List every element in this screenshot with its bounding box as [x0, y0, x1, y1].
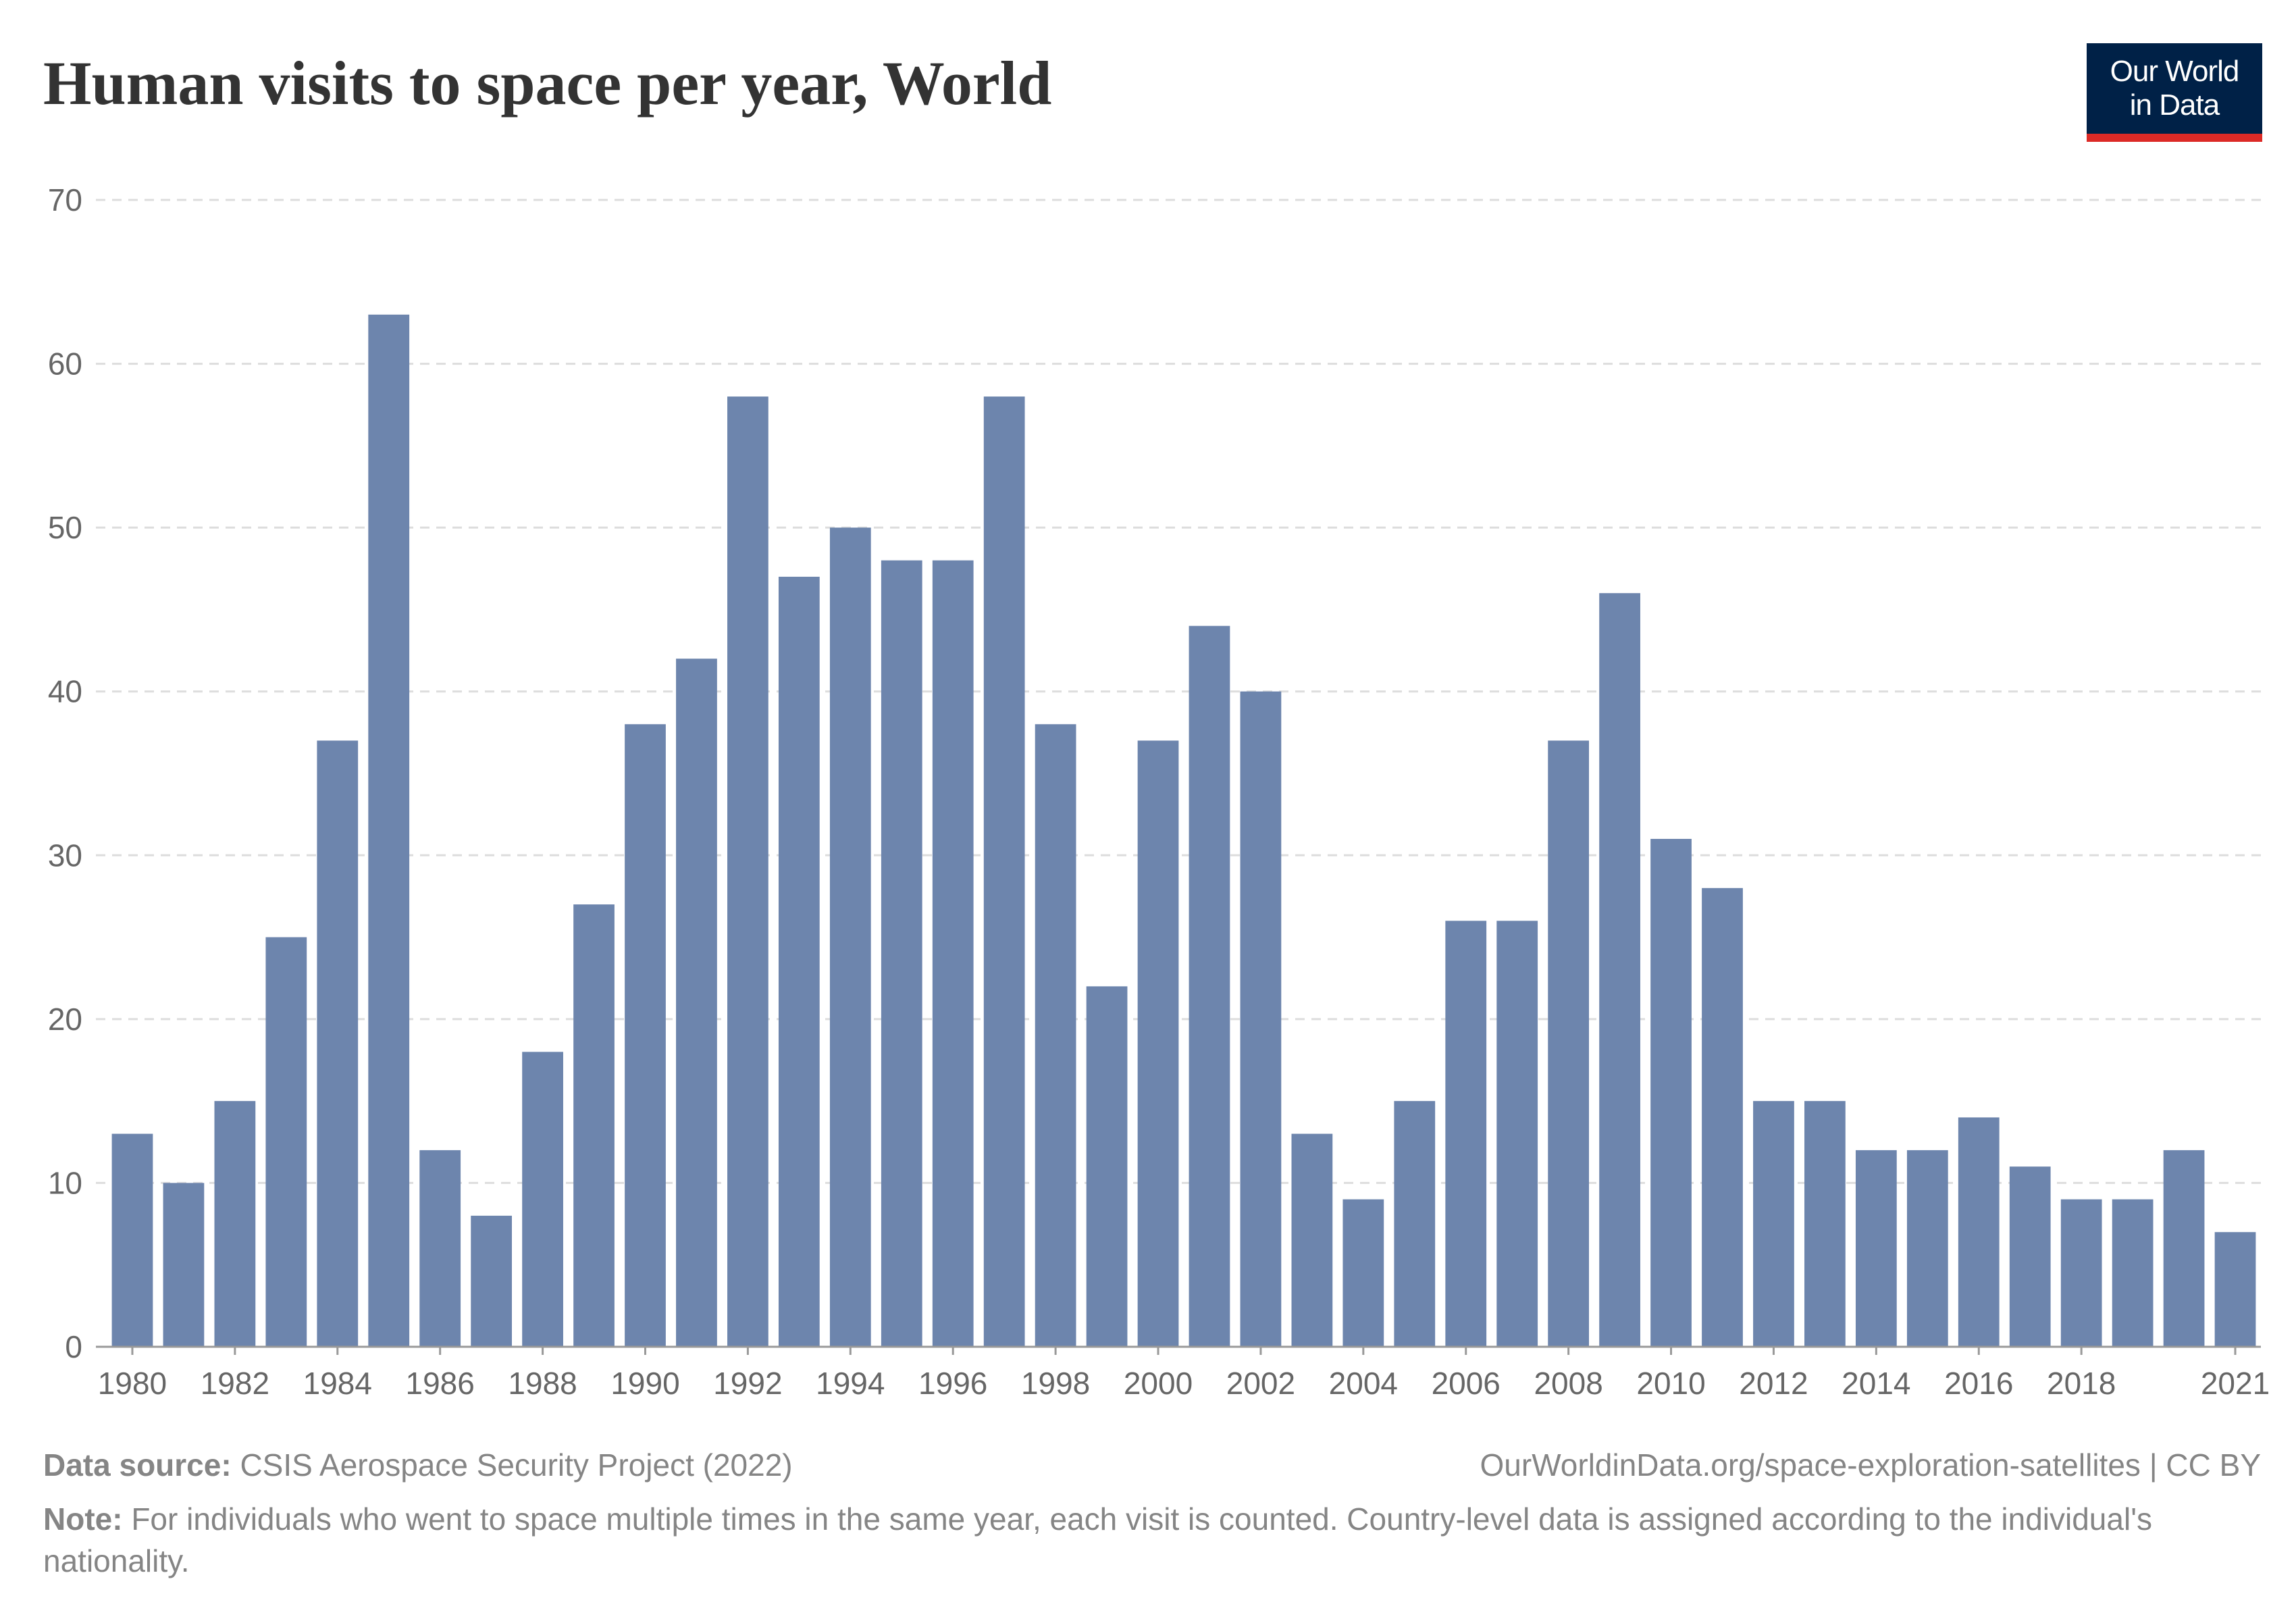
bar-1981[interactable]: [163, 1183, 205, 1347]
bar-1997[interactable]: [983, 396, 1025, 1347]
bar-2014[interactable]: [1855, 1150, 1897, 1347]
logo-line-1: Our World: [2110, 55, 2240, 88]
bar-2004[interactable]: [1342, 1199, 1384, 1347]
bar-1985[interactable]: [368, 314, 410, 1347]
bar-1988[interactable]: [522, 1052, 563, 1347]
owid-logo[interactable]: Our World in Data: [2087, 43, 2262, 142]
bar-2012[interactable]: [1753, 1101, 1794, 1347]
bar-1991[interactable]: [676, 659, 717, 1347]
bar-2015[interactable]: [1906, 1150, 1948, 1347]
note-text: For individuals who went to space multip…: [43, 1501, 2152, 1578]
bar-1983[interactable]: [265, 937, 307, 1347]
y-tick-label: 60: [48, 346, 82, 382]
bar-1996[interactable]: [932, 560, 974, 1347]
source-url[interactable]: OurWorldinData.org/space-exploration-sat…: [1480, 1447, 2261, 1483]
bar-1998[interactable]: [1035, 724, 1076, 1347]
note-label: Note:: [43, 1501, 123, 1537]
bar-2018[interactable]: [2060, 1199, 2102, 1347]
bar-1990[interactable]: [625, 724, 666, 1347]
x-tick-label: 1980: [98, 1366, 167, 1401]
bars: [111, 314, 2256, 1347]
x-tick-label: 2000: [1124, 1366, 1193, 1401]
y-tick-label: 20: [48, 1002, 82, 1037]
bar-2010[interactable]: [1650, 839, 1692, 1347]
bar-2013[interactable]: [1804, 1101, 1846, 1347]
bar-2020[interactable]: [2163, 1150, 2205, 1347]
bar-2007[interactable]: [1496, 921, 1538, 1347]
bar-1982[interactable]: [214, 1101, 256, 1347]
logo-line-2: in Data: [2129, 88, 2220, 122]
data-source-label: Data source:: [43, 1447, 232, 1483]
x-tick-label: 1986: [406, 1366, 475, 1401]
x-tick-label: 1990: [610, 1366, 679, 1401]
bar-1999[interactable]: [1086, 986, 1128, 1347]
bar-2017[interactable]: [2009, 1166, 2051, 1347]
bar-1995[interactable]: [881, 560, 922, 1347]
chart-note: Note: For individuals who went to space …: [43, 1498, 2272, 1582]
x-tick-label: 2012: [1739, 1366, 1808, 1401]
x-tick-label: 2016: [1944, 1366, 2013, 1401]
x-tick-label: 1984: [303, 1366, 372, 1401]
y-tick-label: 70: [48, 182, 82, 217]
bar-1993[interactable]: [778, 576, 820, 1347]
bar-1989[interactable]: [573, 904, 615, 1347]
x-tick-label: 2004: [1329, 1366, 1398, 1401]
bar-2000[interactable]: [1137, 740, 1179, 1347]
x-tick-label: 1998: [1021, 1366, 1090, 1401]
bar-1980[interactable]: [111, 1133, 153, 1347]
bar-1987[interactable]: [471, 1215, 513, 1347]
y-tick-label: 30: [48, 838, 82, 873]
bar-1994[interactable]: [829, 528, 871, 1347]
x-tick-label: 1982: [201, 1366, 269, 1401]
bar-2003[interactable]: [1291, 1133, 1333, 1347]
y-tick-label: 10: [48, 1165, 82, 1200]
data-source-text: CSIS Aerospace Security Project (2022): [240, 1447, 793, 1483]
bar-2009[interactable]: [1599, 593, 1640, 1347]
bar-1992[interactable]: [727, 396, 768, 1347]
bar-1986[interactable]: [419, 1150, 461, 1347]
chart-title: Human visits to space per year, World: [43, 49, 1052, 118]
x-tick-label: 2014: [1842, 1366, 1910, 1401]
x-tick-label: 2021: [2201, 1366, 2270, 1401]
bar-2005[interactable]: [1394, 1101, 1436, 1347]
bar-2021[interactable]: [2214, 1232, 2256, 1347]
x-tick-label: 1992: [713, 1366, 782, 1401]
x-tick-label: 1996: [918, 1366, 987, 1401]
x-tick-label: 2002: [1226, 1366, 1295, 1401]
bar-2008[interactable]: [1548, 740, 1590, 1347]
y-axis-ticks: 0 10 20 30 40 50 60 70: [48, 182, 82, 1364]
bar-2001[interactable]: [1189, 625, 1230, 1347]
x-tick-label: 2008: [1534, 1366, 1602, 1401]
x-tick-label: 1994: [816, 1366, 885, 1401]
bar-2002[interactable]: [1240, 691, 1282, 1347]
bar-1984[interactable]: [317, 740, 359, 1347]
y-tick-label: 40: [48, 674, 82, 709]
x-tick-label: 2018: [2047, 1366, 2116, 1401]
x-tick-label: 2010: [1636, 1366, 1705, 1401]
bar-2011[interactable]: [1702, 887, 1743, 1347]
x-tick-label: 1988: [508, 1366, 577, 1401]
x-axis-ticks: 1980 1982 1984 1986 1988 1990 1992 1994 1996 1998…: [98, 1347, 2270, 1401]
bar-2006[interactable]: [1445, 921, 1487, 1347]
data-source: Data source: CSIS Aerospace Security Pro…: [43, 1447, 793, 1483]
x-tick-label: 2006: [1432, 1366, 1501, 1401]
bar-2019[interactable]: [2112, 1199, 2154, 1347]
bar-2016[interactable]: [1958, 1117, 2000, 1347]
y-tick-label: 0: [65, 1329, 82, 1364]
y-tick-label: 50: [48, 510, 82, 545]
bar-chart: 0 10 20 30 40 50 60 70 1980 1982 1984 1986 1988 1990…: [48, 182, 2270, 1401]
